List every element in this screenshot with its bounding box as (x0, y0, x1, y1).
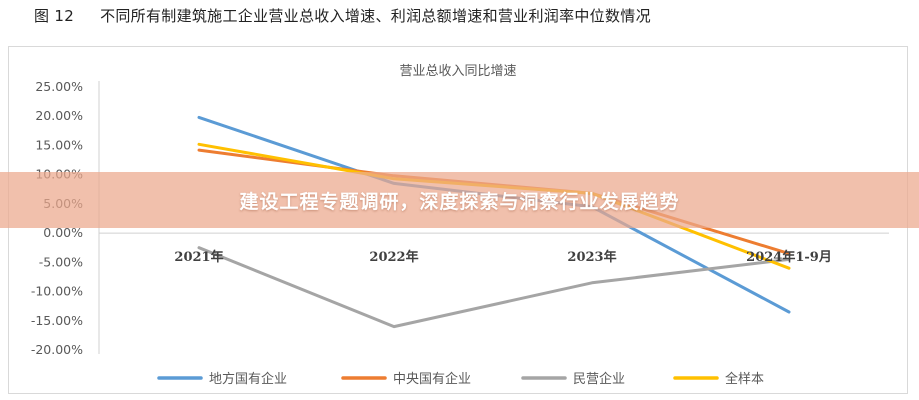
legend-label: 全样本 (725, 371, 764, 387)
chart-title: 营业总收入同比增速 (399, 64, 516, 79)
y-tick-label: 0.00% (43, 225, 83, 240)
legend-label: 民营企业 (573, 371, 625, 387)
x-tick-label: 2022年 (369, 249, 418, 265)
y-tick-label: 20.00% (35, 108, 83, 123)
x-tick-label: 2024年1-9月 (746, 249, 832, 265)
x-tick-label: 2023年 (567, 249, 616, 265)
y-tick-label: 15.00% (35, 137, 83, 152)
y-tick-label: -5.00% (39, 254, 83, 269)
banner-text: 建设工程专题调研，深度探索与洞察行业发展趋势 (239, 190, 680, 213)
y-tick-label: -15.00% (31, 313, 83, 328)
figure-caption: 图 12 不同所有制建筑施工企业营业总收入增速、利润总额增速和营业利润率中位数情况 (34, 5, 651, 26)
y-tick-label: 25.00% (35, 79, 83, 94)
legend-label: 中央国有企业 (393, 371, 471, 387)
series-line-3 (197, 246, 791, 329)
figure-number: 图 12 (34, 7, 75, 25)
y-tick-label: -20.00% (31, 342, 83, 357)
y-tick-label: -10.00% (31, 284, 83, 299)
x-tick-label: 2021年 (174, 249, 223, 265)
overlay-banner: 建设工程专题调研，深度探索与洞察行业发展趋势 (0, 172, 919, 228)
legend-label: 地方国有企业 (209, 371, 287, 387)
figure-caption-text: 不同所有制建筑施工企业营业总收入增速、利润总额增速和营业利润率中位数情况 (100, 7, 651, 25)
